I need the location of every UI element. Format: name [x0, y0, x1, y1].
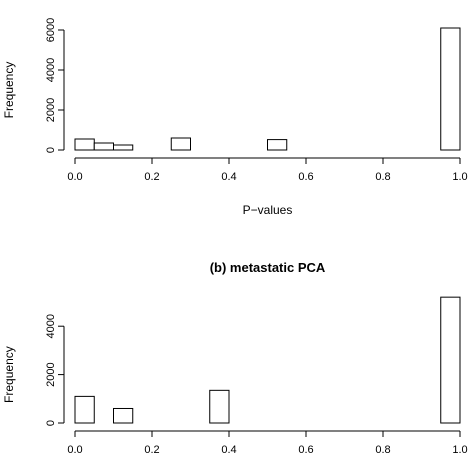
x-axis-label: P−values [243, 203, 293, 217]
x-tick-label: 0.6 [298, 171, 313, 183]
histogram-bar [113, 144, 134, 151]
x-tick-label: 0.2 [144, 444, 159, 456]
y-tick-label: 2000 [45, 362, 57, 386]
histogram-bar [440, 27, 461, 151]
histogram-bars [74, 27, 461, 151]
x-tick-label: 0.8 [375, 444, 390, 456]
y-tick-label: 6000 [45, 18, 57, 42]
x-ticks: 0.0 0.2 0.4 0.6 0.8 1.0 [67, 431, 468, 456]
x-tick-label: 0.4 [221, 444, 236, 456]
y-axis-label: Frequency [2, 62, 16, 119]
y-ticks: 0 2000 4000 [45, 314, 64, 426]
y-axis-label: Frequency [2, 346, 16, 403]
y-tick-label: 2000 [45, 98, 57, 122]
x-tick-label: 0.0 [67, 444, 82, 456]
histogram-bar [170, 137, 191, 151]
x-tick-label: 1.0 [452, 444, 467, 456]
x-ticks: 0.0 0.2 0.4 0.6 0.8 1.0 [67, 158, 468, 183]
x-tick-label: 0.8 [375, 171, 390, 183]
histogram-bar [74, 395, 95, 424]
y-ticks: 0 2000 4000 6000 [45, 18, 64, 153]
x-tick-label: 0.2 [144, 171, 159, 183]
histogram-bar [93, 142, 114, 151]
x-tick-label: 1.0 [452, 171, 467, 183]
histogram-bar [113, 407, 134, 424]
histogram-bar [74, 138, 95, 151]
histogram-bar [267, 139, 288, 151]
histogram-panel-a: 0.0 0.2 0.4 0.6 0.8 1.0 0 2000 4000 6000 P−value… [2, 18, 468, 217]
chart-title: (b) metastatic PCA [210, 260, 326, 275]
histogram-panel-b: 0.0 0.2 0.4 0.6 0.8 1.0 0 2000 4000 Frequency (… [2, 260, 468, 456]
histogram-bars [74, 296, 461, 424]
y-tick-label: 4000 [45, 58, 57, 82]
x-tick-label: 0.0 [67, 171, 82, 183]
histogram-bar [440, 296, 461, 424]
y-tick-label: 0 [45, 147, 57, 153]
y-tick-label: 0 [45, 420, 57, 426]
histogram-bar [209, 389, 230, 424]
x-tick-label: 0.4 [221, 171, 236, 183]
y-tick-label: 4000 [45, 314, 57, 338]
x-tick-label: 0.6 [298, 444, 313, 456]
